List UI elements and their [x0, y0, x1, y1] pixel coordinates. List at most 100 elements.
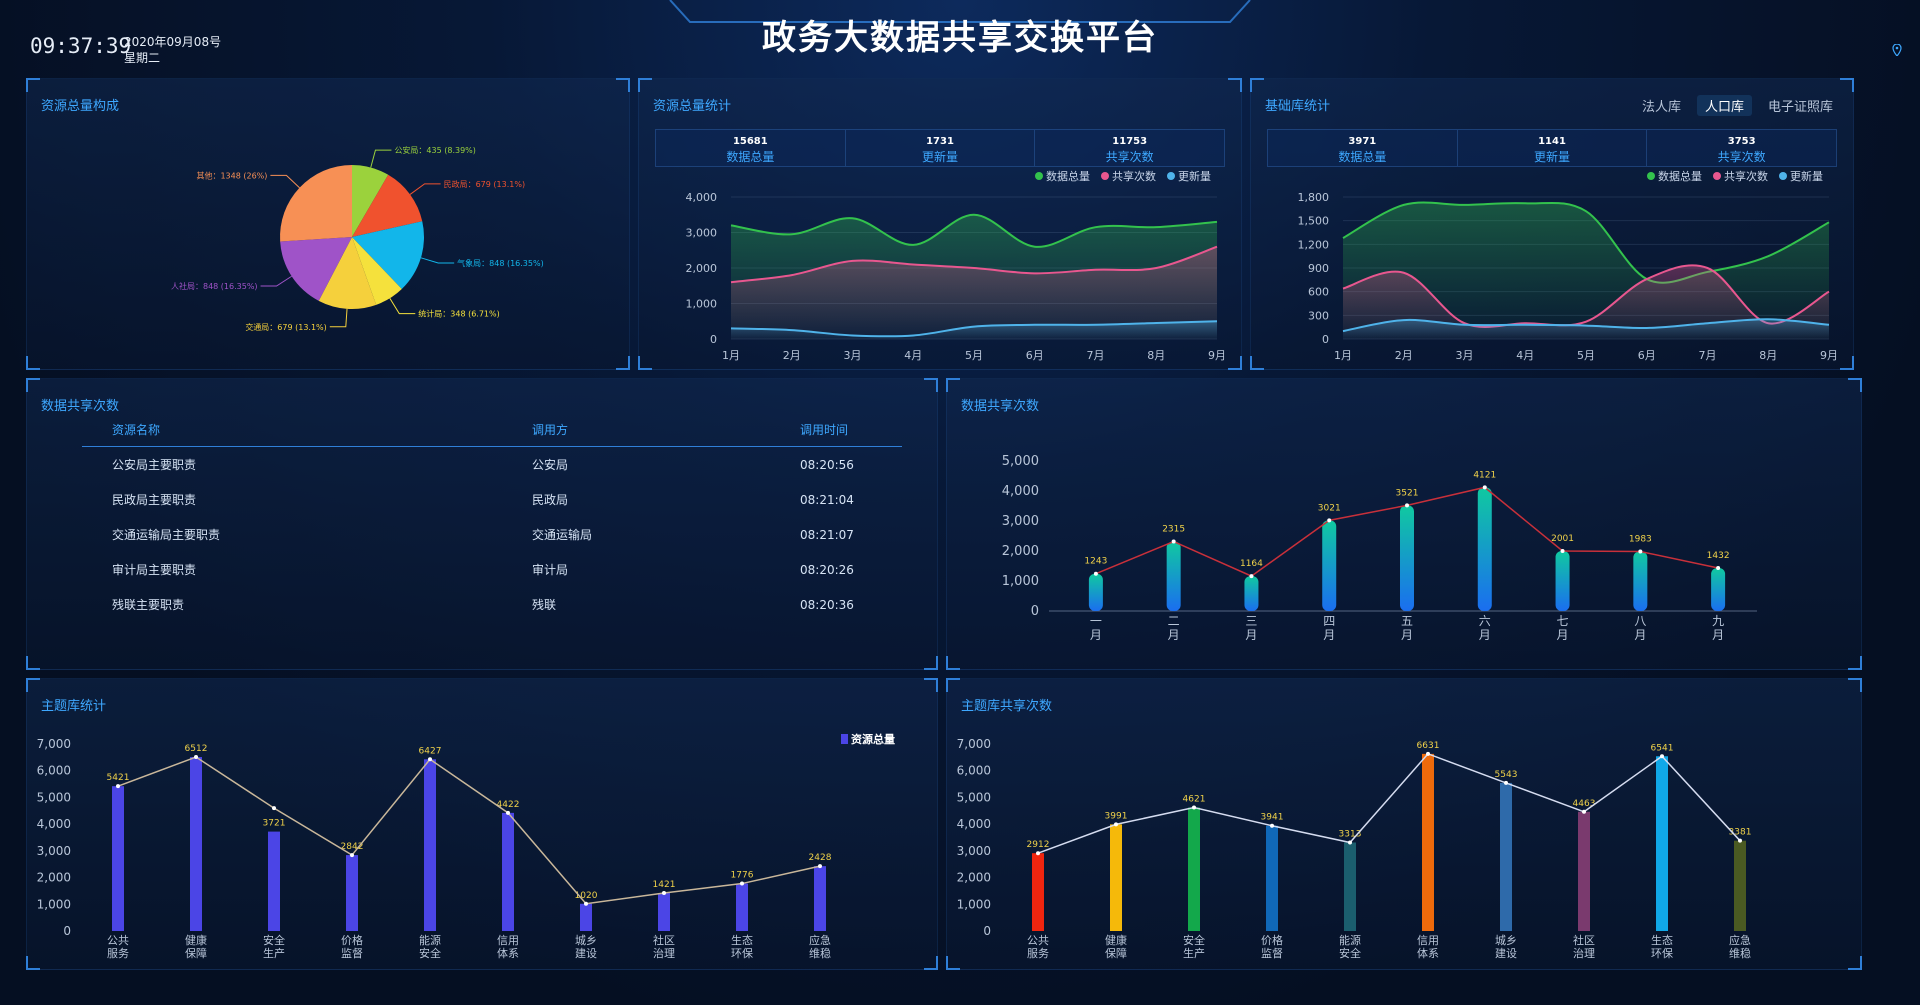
tab-population[interactable]: 人口库 [1696, 95, 1752, 116]
cell-time: 08:20:26 [800, 562, 854, 577]
panel-title: 资源总量统计 [653, 99, 732, 114]
stat-total: 15681 数据总量 [656, 130, 846, 166]
bar [1400, 505, 1414, 611]
x-tick-label: 公共 [1027, 934, 1049, 947]
clock: 09:37:39 [30, 34, 132, 58]
bar [1555, 550, 1570, 611]
x-tick-label: 体系 [497, 946, 519, 960]
page-title: 政务大数据共享交换平台 [762, 18, 1158, 58]
trend-point [1738, 838, 1742, 843]
y-tick-label: 0 [1031, 604, 1039, 619]
table-row[interactable]: 交通运输局主要职责 交通运输局 08:21:07 [82, 517, 902, 552]
x-tick-label: 生产 [1183, 946, 1205, 960]
stat-label: 共享次数 [1717, 150, 1766, 164]
pie-label-line [409, 183, 441, 195]
legend-label: 数据总量 [1658, 169, 1702, 183]
share-chart-panel: 数据共享次数 0 1,000 2,000 3,000 4,000 5,000 1243 一月 2… [946, 378, 1862, 670]
legend-label: 更新量 [1790, 169, 1823, 183]
y-tick-label: 3,000 [37, 844, 71, 858]
trend-point [1249, 574, 1254, 579]
bar [112, 786, 124, 931]
x-tick-label: 9月 [1820, 349, 1838, 362]
x-tick-label: 环保 [731, 946, 753, 960]
topic-share-panel: 主题库共享次数 0 1,000 2,000 3,000 4,000 5,000 6,000 7… [946, 678, 1862, 970]
y-tick-label: 900 [1308, 262, 1329, 275]
data-label: 4422 [497, 800, 520, 810]
bar [1188, 807, 1200, 931]
x-tick-label: 建设 [1495, 946, 1517, 960]
pie-label: 其他：1348 (26%) [196, 170, 267, 180]
stat-value: 1731 [926, 136, 954, 147]
data-label: 3313 [1339, 829, 1362, 839]
stat-value: 3971 [1348, 136, 1377, 147]
y-tick-label: 0 [710, 333, 717, 346]
x-tick-label: 应急 [809, 933, 831, 947]
pie-label-line [270, 174, 300, 189]
y-tick-label: 1,200 [1298, 238, 1330, 251]
bar [190, 757, 202, 931]
location-icon[interactable] [1892, 44, 1902, 56]
legend-label: 共享次数 [1112, 169, 1156, 183]
trend-point [1716, 566, 1721, 571]
panel-title: 数据共享次数 [961, 399, 1040, 414]
trend-point [740, 881, 744, 886]
legend-label: 共享次数 [1724, 169, 1768, 183]
col-caller: 调用方 [502, 419, 770, 447]
x-tick-label: 四 [1323, 614, 1335, 628]
pie-slice [352, 174, 423, 237]
pie-label: 民政局：679 (13.1%) [444, 179, 525, 189]
x-tick-label: 体系 [1417, 946, 1439, 960]
cell-caller: 审计局 [532, 563, 569, 577]
x-tick-label: 7月 [1699, 349, 1717, 362]
trend-point [1327, 518, 1332, 523]
pie-slice [352, 221, 424, 289]
x-tick-label: 能源 [419, 933, 441, 947]
x-tick-label: 七 [1557, 614, 1569, 628]
panel-title: 基础库统计 [1265, 99, 1331, 114]
pie-slice [352, 237, 402, 305]
table-row[interactable]: 审计局主要职责 审计局 08:20:26 [82, 552, 902, 587]
stat-label: 数据总量 [726, 150, 775, 164]
trend-point [1114, 822, 1118, 827]
table-row[interactable]: 民政局主要职责 民政局 08:21:04 [82, 482, 902, 517]
share-bar-chart: 0 1,000 2,000 3,000 4,000 5,000 1243 一月 2315 二月 11… [1002, 454, 1757, 642]
data-label: 1020 [575, 891, 598, 901]
tab-license[interactable]: 电子证照库 [1767, 100, 1833, 115]
x-tick-label: 5月 [1577, 349, 1595, 362]
legend-marker [841, 734, 848, 744]
trend-point [1426, 751, 1430, 756]
y-tick-label: 1,800 [1298, 191, 1330, 204]
table-row[interactable]: 公安局主要职责 公安局 08:20:56 [82, 447, 902, 483]
trend-point [428, 757, 432, 762]
y-tick-label: 5,000 [957, 790, 991, 804]
data-label: 2315 [1162, 525, 1185, 535]
trend-point [662, 891, 666, 896]
tab-legal[interactable]: 法人库 [1641, 100, 1681, 115]
y-tick-label: 2,000 [1002, 544, 1039, 559]
x-tick-label: 生态 [1651, 933, 1673, 947]
resource-line-chart: 0 1,000 2,000 3,000 4,000 1月 2月 3月 4月 5月 6月 7月 8月 9月 数… [686, 169, 1227, 362]
panel-title: 资源总量构成 [41, 99, 120, 114]
x-tick-label: 二 [1168, 614, 1180, 628]
date-block: 2020年09月08号 星期二 [124, 34, 221, 66]
cell-time: 08:21:04 [800, 492, 854, 507]
legend-marker [1779, 172, 1787, 180]
cell-resource: 交通运输局主要职责 [112, 528, 221, 542]
topic-stats-panel: 主题库统计 0 1,000 2,000 3,000 4,000 5,000 6,000 7,0… [26, 678, 938, 970]
x-tick-label: 月 [1479, 628, 1491, 642]
share-table: 资源名称 调用方 调用时间 公安局主要职责 公安局 08:20:56 民政局主要职责… [82, 419, 902, 622]
x-tick-label: 监督 [1261, 946, 1283, 960]
table-row[interactable]: 残联主要职责 残联 08:20:36 [82, 587, 902, 622]
y-tick-label: 5,000 [37, 790, 71, 804]
trend-point [818, 864, 822, 869]
data-label: 4121 [1473, 470, 1496, 480]
x-tick-label: 2月 [783, 349, 801, 362]
cell-caller: 交通运输局 [532, 528, 593, 542]
y-tick-label: 4,000 [686, 191, 718, 204]
trend-point [272, 806, 276, 811]
x-tick-label: 7月 [1087, 349, 1105, 362]
x-tick-label: 月 [1712, 628, 1724, 642]
panel-title: 主题库共享次数 [961, 699, 1053, 714]
data-label: 1983 [1629, 535, 1652, 545]
x-tick-label: 保障 [1105, 946, 1127, 960]
